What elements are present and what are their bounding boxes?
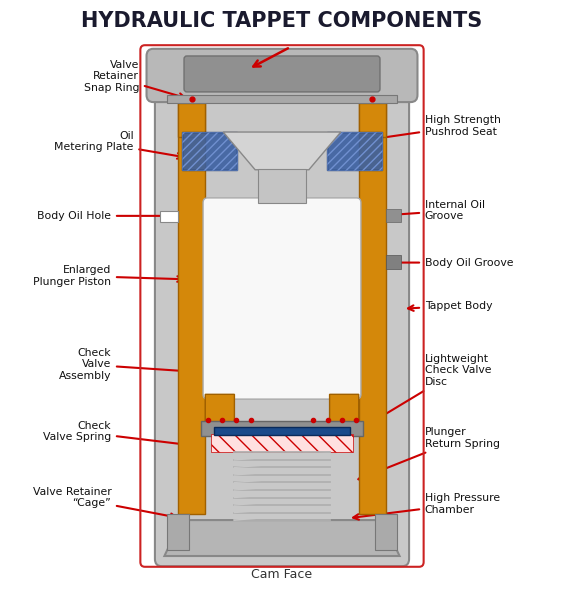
- Text: Plunger
Return Spring: Plunger Return Spring: [358, 428, 500, 480]
- Polygon shape: [223, 132, 341, 170]
- Bar: [214, 427, 350, 435]
- Text: Lightweight
Check Valve
Disc: Lightweight Check Valve Disc: [358, 354, 491, 431]
- Text: Enlarged
Plunger Piston: Enlarged Plunger Piston: [33, 265, 183, 286]
- Bar: [168, 95, 396, 103]
- Bar: [386, 209, 401, 222]
- Bar: [359, 103, 386, 137]
- Text: Check
Valve Spring: Check Valve Spring: [43, 421, 196, 448]
- Text: Cam Face: Cam Face: [252, 568, 312, 581]
- FancyBboxPatch shape: [203, 198, 361, 399]
- Text: Tappet Body: Tappet Body: [408, 301, 492, 311]
- Bar: [160, 211, 178, 222]
- Bar: [182, 132, 237, 170]
- Bar: [359, 101, 386, 514]
- Text: Body Oil Groove: Body Oil Groove: [391, 257, 513, 268]
- Bar: [327, 132, 382, 170]
- Text: Valve
Retainer
Snap Ring: Valve Retainer Snap Ring: [83, 60, 185, 99]
- Bar: [178, 103, 205, 137]
- Bar: [168, 514, 188, 550]
- Text: Plunger Oil
Hole

Reservoir: Plunger Oil Hole Reservoir: [248, 233, 316, 292]
- Bar: [327, 132, 382, 170]
- Bar: [211, 434, 353, 452]
- FancyBboxPatch shape: [155, 73, 409, 566]
- Bar: [201, 421, 363, 436]
- Text: Check
Valve
Assembly: Check Valve Assembly: [59, 348, 196, 381]
- Bar: [178, 101, 205, 514]
- Text: Body Oil Hole: Body Oil Hole: [37, 211, 174, 221]
- Bar: [153, 56, 411, 101]
- Text: Valve Retainer
“Cage”: Valve Retainer “Cage”: [33, 487, 176, 519]
- Text: Oil
Metering Plate: Oil Metering Plate: [54, 131, 183, 159]
- Polygon shape: [165, 520, 399, 556]
- Text: HYDRAULIC TAPPET COMPONENTS: HYDRAULIC TAPPET COMPONENTS: [81, 11, 483, 31]
- Bar: [258, 169, 306, 203]
- Text: Internal Oil
Groove: Internal Oil Groove: [391, 200, 484, 221]
- Polygon shape: [205, 394, 235, 431]
- FancyBboxPatch shape: [147, 49, 417, 102]
- Polygon shape: [329, 394, 359, 431]
- Text: High Pressure
Chamber: High Pressure Chamber: [353, 493, 500, 520]
- FancyBboxPatch shape: [184, 56, 380, 92]
- Bar: [386, 256, 401, 268]
- Bar: [182, 132, 237, 170]
- Bar: [376, 514, 396, 550]
- Text: High Strength
Pushrod Seat: High Strength Pushrod Seat: [364, 115, 501, 142]
